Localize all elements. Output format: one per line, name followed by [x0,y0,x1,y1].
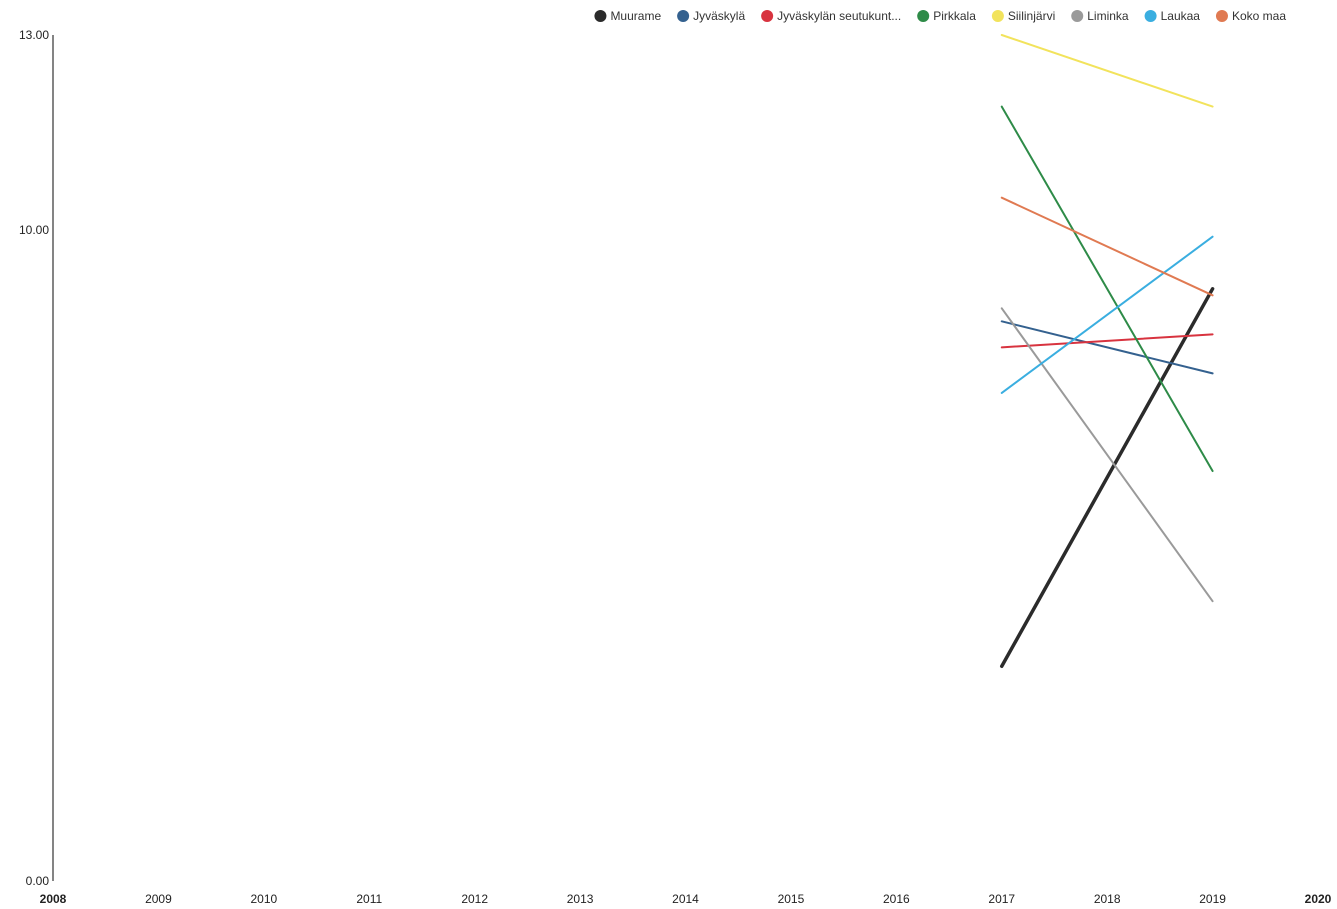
x-tick-label: 2017 [988,892,1015,906]
legend-label: Liminka [1087,9,1129,23]
legend-marker [991,10,1004,22]
legend-label: Pirkkala [933,9,976,23]
series-line-jyväskylän-seutukunt [1000,333,1214,349]
series-line-liminka [1000,307,1214,603]
x-tick-label: 2009 [145,892,172,906]
x-tick-label: 2011 [356,892,382,906]
y-tick-label: 13.00 [19,28,49,42]
series-line-pirkkala [1000,105,1214,473]
legend-marker [1144,10,1157,22]
series-line-muurame [1000,287,1215,668]
legend-label: Jyväskylä [693,9,745,23]
y-tick-label: 10.00 [19,223,49,237]
plot-area [1000,34,1215,668]
x-tick-label: 2014 [672,892,699,906]
legend-marker [1071,10,1084,22]
legend-item[interactable]: Koko maa [1215,9,1286,23]
legend: Muurame Jyväskylä Jyväskylän seutukunt... P… [594,9,1286,23]
y-tick-label: 0.00 [26,874,50,888]
x-tick-label: 2012 [461,892,488,906]
legend-item[interactable]: Siilinjärvi [991,9,1055,23]
legend-label: Muurame [610,9,661,23]
x-tick-label: 2015 [778,892,805,906]
x-tick-label: 2013 [567,892,594,906]
legend-marker [594,10,607,22]
series-line-jyväskylä [1000,320,1214,375]
x-tick-label: 2010 [250,892,277,906]
series-line-siilinjärvi [1000,34,1214,108]
legend-item[interactable]: Jyväskylä [677,9,745,23]
legend-marker [677,10,690,22]
legend-item[interactable]: Jyväskylän seutukunt... [761,9,901,23]
x-tick-label: 2020 [1305,892,1332,906]
x-tick-label: 2016 [883,892,910,906]
legend-marker [917,10,930,22]
x-tick-label: 2008 [40,892,67,906]
x-tick-label: 2019 [1199,892,1226,906]
legend-item[interactable]: Pirkkala [917,9,976,23]
series-line-laukaa [1000,235,1214,394]
legend-item[interactable]: Laukaa [1144,9,1201,23]
legend-marker [1215,10,1228,22]
legend-label: Siilinjärvi [1008,9,1055,23]
legend-label: Koko maa [1232,9,1286,23]
x-tick-label: 2018 [1094,892,1121,906]
legend-label: Laukaa [1161,9,1201,23]
legend-item[interactable]: Liminka [1071,9,1129,23]
legend-label: Jyväskylän seutukunt... [777,9,901,23]
legend-marker [761,10,774,22]
axes: 0.00 10.00 13.00 2008 2009 2010 2011 2012 2013 20… [19,28,1332,906]
legend-item[interactable]: Muurame [594,9,661,23]
series-line-koko-maa [1000,196,1214,297]
